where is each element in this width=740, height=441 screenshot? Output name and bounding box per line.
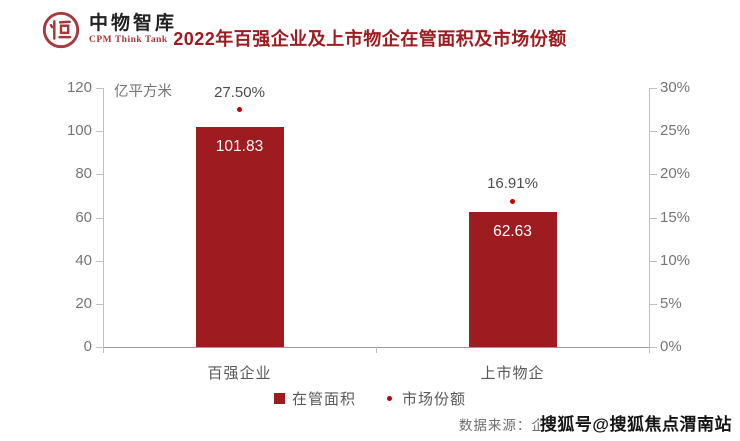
footer: 数据来源：企 搜狐号@搜狐焦点渭南站 [459, 410, 732, 435]
secondary-y-axis-tick [650, 88, 657, 89]
y-axis-tick [96, 303, 103, 305]
secondary-y-axis-tick [650, 347, 657, 348]
y-axis-tick-label: 20 [75, 294, 92, 312]
x-axis-category-label: 上市物企 [480, 365, 545, 382]
secondary-y-axis-tick [650, 174, 657, 176]
y-axis-tick-label: 120 [66, 79, 92, 96]
secondary-y-axis-tick-label: 0% [660, 338, 682, 355]
x-axis-tick [103, 347, 104, 353]
seal-icon [42, 11, 80, 49]
x-axis-tick [376, 347, 377, 353]
y-axis-tick [96, 260, 103, 262]
bar-swatch-icon [273, 393, 285, 404]
brand-name: 中物智库 [89, 13, 178, 35]
y-axis-unit-label: 亿平方米 [114, 84, 172, 100]
x-axis-tick [649, 347, 650, 353]
y-axis-tick-label: 100 [66, 122, 92, 140]
secondary-y-axis-tick-label: 15% [660, 208, 691, 226]
bar [195, 127, 284, 347]
data-source-label: 数据来源：企 [458, 418, 546, 433]
secondary-y-axis-tick-label: 25% [660, 122, 691, 140]
market-share-dot [237, 107, 242, 113]
y-axis-line [103, 88, 104, 347]
market-share-label: 16.91% [487, 175, 538, 192]
y-axis-tick-label: 0 [83, 338, 92, 355]
legend-item-share: 市场份额 [384, 388, 466, 409]
watermark-text: 搜狐号@搜狐焦点渭南站 [539, 415, 732, 434]
y-axis-tick [96, 131, 103, 133]
y-axis-tick-label: 60 [75, 208, 92, 226]
legend-label: 市场份额 [402, 391, 467, 408]
chart-legend: 在管面积 市场份额 [0, 388, 740, 409]
y-axis-tick [96, 88, 103, 89]
bar-value-label: 101.83 [215, 138, 264, 156]
bar-value-label: 62.63 [493, 222, 532, 240]
secondary-y-axis-tick [650, 131, 657, 133]
secondary-y-axis-tick [650, 260, 657, 262]
secondary-y-axis-line [649, 88, 650, 347]
secondary-y-axis-tick-label: 20% [660, 165, 691, 183]
bar [468, 211, 557, 347]
brand-logo: 中物智库 CPM Think Tank [40, 9, 177, 51]
chart-title: 2022年百强企业及上市物企在管面积及市场份额 [173, 29, 567, 49]
brand-subtitle: CPM Think Tank [89, 35, 168, 46]
y-axis-tick [96, 347, 103, 348]
x-axis-category-label: 百强企业 [207, 365, 272, 382]
secondary-y-axis-tick [650, 303, 657, 305]
legend-item-area: 在管面积 [273, 388, 356, 409]
y-axis-tick [96, 174, 103, 176]
market-share-dot [510, 198, 515, 204]
secondary-y-axis-tick-label: 30% [660, 79, 691, 96]
secondary-y-axis-tick-label: 10% [660, 251, 691, 269]
dot-swatch-icon [387, 396, 392, 401]
secondary-y-axis-tick-label: 5% [660, 294, 682, 312]
y-axis-tick-label: 40 [75, 251, 92, 269]
market-share-label: 27.50% [214, 83, 265, 101]
y-axis-tick-label: 80 [75, 165, 92, 183]
legend-label: 在管面积 [291, 391, 356, 408]
y-axis-tick [96, 217, 103, 219]
secondary-y-axis-tick [650, 217, 657, 219]
